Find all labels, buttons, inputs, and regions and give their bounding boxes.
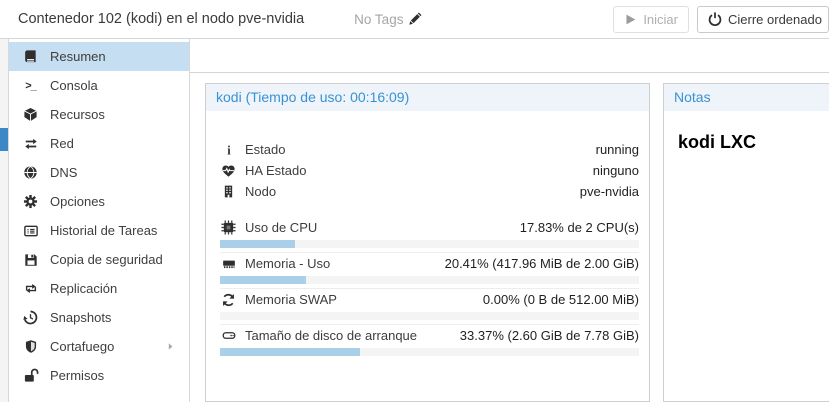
sidebar-item-consola[interactable]: >_ Consola xyxy=(9,71,189,100)
main-area: Resumen >_ Consola Recursos Red DNS Opciones Hi… xyxy=(0,39,829,402)
sidebar-item-cortafuego[interactable]: Cortafuego xyxy=(9,332,189,361)
disk-icon xyxy=(220,328,237,344)
sidebar-item-resumen[interactable]: Resumen xyxy=(9,42,189,71)
sidebar-item-opciones[interactable]: Opciones xyxy=(9,187,189,216)
history-icon xyxy=(22,310,39,326)
status-row-label: Memoria SWAP xyxy=(245,292,337,307)
progress-bar-fill xyxy=(220,276,306,284)
retweet-icon xyxy=(22,281,39,297)
sidebar-item-red[interactable]: Red xyxy=(9,129,189,158)
progress-bar xyxy=(220,240,639,248)
info-icon: i xyxy=(220,142,237,158)
resource-tree-edge[interactable] xyxy=(0,39,9,402)
page-title: Contenedor 102 (kodi) en el nodo pve-nvi… xyxy=(18,11,305,27)
notes-content: kodi LXC xyxy=(678,132,757,152)
tags-area[interactable]: No Tags xyxy=(354,12,422,27)
globe-icon xyxy=(22,165,39,181)
status-row-memoria-uso: Memoria - Uso 20.41% (417.96 MiB de 2.00 … xyxy=(220,252,639,284)
start-button[interactable]: Iniciar xyxy=(613,5,689,33)
sidebar-item-label: Opciones xyxy=(50,194,105,209)
sidebar-item-snapshots[interactable]: Snapshots xyxy=(9,303,189,332)
shield-icon xyxy=(22,339,39,355)
svg-text:i: i xyxy=(227,143,231,157)
gear-icon xyxy=(22,194,39,210)
top-toolbar: Contenedor 102 (kodi) en el nodo pve-nvi… xyxy=(0,0,829,39)
progress-bar xyxy=(220,276,639,284)
swap-refresh-icon xyxy=(220,292,237,308)
caret-right-icon xyxy=(162,339,179,355)
sidebar-item-label: Copia de seguridad xyxy=(50,252,163,267)
status-row-label: Nodo xyxy=(245,184,277,199)
sidebar-item-label: Cortafuego xyxy=(50,339,115,354)
content-area: kodi (Tiempo de uso: 00:16:09) i Estado ru… xyxy=(190,39,829,402)
shutdown-button-label: Cierre ordenado xyxy=(728,11,822,27)
sidebar-item-label: Snapshots xyxy=(50,310,112,325)
cpu-icon xyxy=(220,220,237,236)
sidebar-item-replicacion[interactable]: Replicación xyxy=(9,274,189,303)
terminal-icon: >_ xyxy=(25,79,37,92)
progress-bar-fill xyxy=(220,240,295,248)
memory-icon xyxy=(220,256,237,272)
play-icon xyxy=(624,13,637,26)
status-row-nodo: Nodo pve-nvidia xyxy=(220,181,639,202)
edit-tags-pencil-icon[interactable] xyxy=(408,12,422,26)
unlock-icon xyxy=(22,368,39,384)
status-row-value: 0.00% (0 B de 512.00 MiB) xyxy=(482,292,639,307)
progress-bar xyxy=(220,312,639,320)
status-row-ha-estado: HA Estado ninguno xyxy=(220,160,639,181)
panels-container: kodi (Tiempo de uso: 00:16:09) i Estado ru… xyxy=(190,73,829,402)
status-row-label: HA Estado xyxy=(245,163,307,178)
task-list-icon xyxy=(22,223,39,239)
status-row-label: Estado xyxy=(245,142,286,157)
progress-bar-fill xyxy=(220,348,360,356)
status-row-tamano-de-disco-de-arranque: Tamaño de disco de arranque 33.37% (2.60 … xyxy=(220,324,639,356)
status-row-estado: i Estado running xyxy=(220,139,639,160)
status-row-value: 17.83% de 2 CPU(s) xyxy=(519,220,639,235)
sidebar-item-permisos[interactable]: Permisos xyxy=(9,361,189,390)
status-row-label: Uso de CPU xyxy=(245,220,318,235)
sidebar-menu: Resumen >_ Consola Recursos Red DNS Opciones Hi… xyxy=(9,39,190,402)
status-row-memoria-swap: Memoria SWAP 0.00% (0 B de 512.00 MiB) xyxy=(220,288,639,320)
sidebar-item-dns[interactable]: DNS xyxy=(9,158,189,187)
status-row-value: 33.37% (2.60 GiB de 7.78 GiB) xyxy=(459,328,639,343)
sidebar-item-label: Historial de Tareas xyxy=(50,223,158,238)
content-toolbar xyxy=(190,39,829,73)
status-row-value: ninguno xyxy=(592,163,639,178)
notes-panel-body[interactable]: kodi LXC xyxy=(664,111,829,401)
progress-bar xyxy=(220,348,639,356)
resource-tree-selection xyxy=(0,128,8,151)
status-row-uso-de-cpu: Uso de CPU 17.83% de 2 CPU(s) xyxy=(220,217,639,248)
sidebar-item-label: Recursos xyxy=(50,107,105,122)
notes-panel: Notas kodi LXC xyxy=(663,83,829,402)
cube-icon xyxy=(22,107,39,123)
status-panel: kodi (Tiempo de uso: 00:16:09) i Estado ru… xyxy=(205,83,650,402)
status-row-label: Tamaño de disco de arranque xyxy=(245,328,418,343)
book-icon xyxy=(22,49,39,65)
notes-panel-header: Notas xyxy=(664,84,829,111)
server-icon xyxy=(220,184,237,200)
sidebar-item-copia-de-seguridad[interactable]: Copia de seguridad xyxy=(9,245,189,274)
sidebar-item-label: Replicación xyxy=(50,281,118,296)
power-icon xyxy=(708,12,722,26)
start-button-label: Iniciar xyxy=(643,11,678,27)
status-row-value: pve-nvidia xyxy=(579,184,639,199)
heartbeat-icon xyxy=(220,163,237,179)
sidebar-item-label: Red xyxy=(50,136,74,151)
shutdown-button[interactable]: Cierre ordenado xyxy=(697,5,829,33)
status-panel-header: kodi (Tiempo de uso: 00:16:09) xyxy=(206,84,649,111)
sidebar-item-historial-de-tareas[interactable]: Historial de Tareas xyxy=(9,216,189,245)
no-tags-label: No Tags xyxy=(354,11,404,27)
sidebar-item-recursos[interactable]: Recursos xyxy=(9,100,189,129)
network-exchange-icon xyxy=(22,136,39,152)
status-panel-body: i Estado running HA Estado ninguno Nodo pve-nv… xyxy=(206,111,649,401)
status-row-label: Memoria - Uso xyxy=(245,256,331,271)
sidebar-item-label: Permisos xyxy=(50,368,105,383)
sidebar-item-label: DNS xyxy=(50,165,78,180)
status-row-value: running xyxy=(595,142,639,157)
floppy-icon xyxy=(22,252,39,268)
sidebar-item-label: Consola xyxy=(50,78,98,93)
sidebar-item-label: Resumen xyxy=(50,49,106,64)
status-row-value: 20.41% (417.96 MiB de 2.00 GiB) xyxy=(444,256,639,271)
